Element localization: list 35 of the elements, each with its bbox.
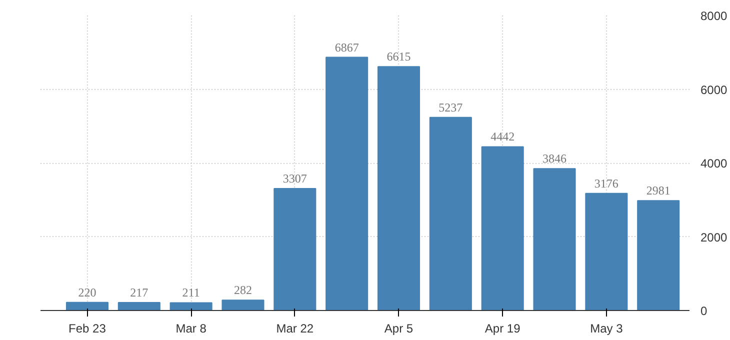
x-tick-label: Mar 8: [176, 322, 207, 336]
y-tick-label: 4000: [700, 156, 728, 170]
data-label: 217: [130, 286, 148, 300]
x-tick-label: Apr 5: [384, 322, 414, 336]
data-label: 3176: [594, 176, 618, 190]
bar: [481, 146, 524, 310]
data-label: 220: [78, 285, 96, 300]
bar: [585, 192, 628, 310]
data-label: 3846: [542, 152, 567, 166]
bar: [170, 302, 212, 310]
data-label: 5237: [438, 100, 463, 114]
data-label: 6615: [386, 50, 411, 64]
bar: [377, 66, 420, 310]
data-label: 2981: [646, 184, 670, 198]
data-label: 211: [182, 286, 200, 300]
bar: [326, 56, 368, 310]
data-label: 6867: [334, 40, 359, 54]
bar: [533, 168, 576, 310]
x-tick-label: Mar 22: [276, 322, 314, 336]
y-tick-label: 0: [700, 304, 708, 318]
bar: [637, 200, 680, 310]
x-tick-label: Apr 19: [484, 322, 521, 336]
bar: [274, 188, 316, 310]
bar: [118, 302, 160, 310]
y-tick-label: 6000: [700, 82, 728, 97]
x-tick-label: Feb 23: [68, 322, 106, 336]
data-label: 282: [234, 283, 252, 298]
x-tick-label: May 3: [590, 322, 624, 336]
bar: [66, 302, 108, 310]
data-label: 3307: [282, 172, 307, 186]
y-tick-label: 2000: [700, 230, 728, 244]
data-label: 4442: [490, 130, 515, 144]
bar: [429, 116, 472, 310]
bar: [222, 300, 264, 310]
y-tick-label: 8000: [700, 9, 728, 23]
